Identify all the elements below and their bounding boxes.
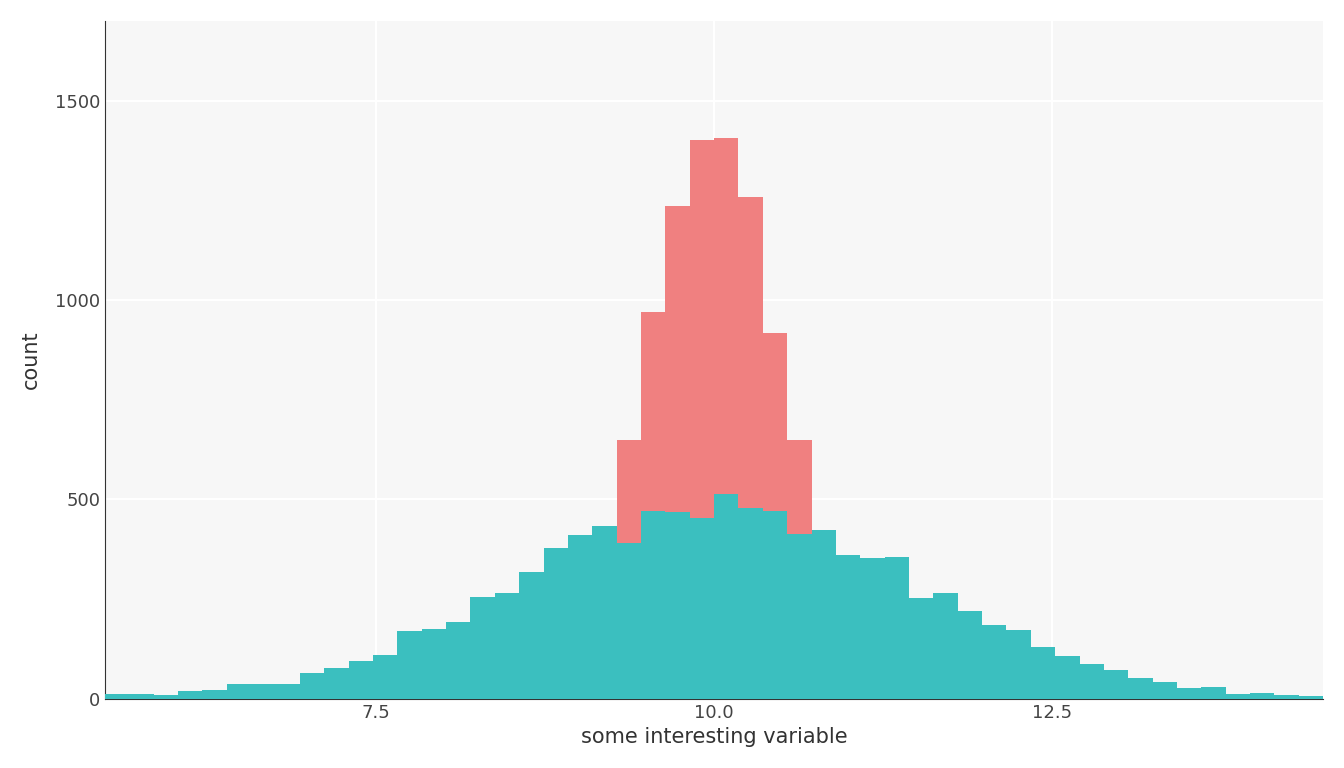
Bar xyxy=(812,531,836,699)
Bar xyxy=(203,690,227,699)
Bar xyxy=(617,440,641,699)
Bar xyxy=(884,682,909,699)
Bar xyxy=(689,518,714,699)
Y-axis label: count: count xyxy=(22,330,40,389)
Bar xyxy=(593,545,617,699)
Bar xyxy=(495,594,519,699)
Bar xyxy=(470,698,495,699)
Bar xyxy=(1055,656,1079,699)
Bar xyxy=(617,543,641,699)
Bar xyxy=(446,622,470,699)
Bar xyxy=(519,683,543,699)
Bar xyxy=(958,698,982,699)
Bar xyxy=(982,625,1007,699)
Bar xyxy=(1031,647,1055,699)
Bar xyxy=(958,611,982,699)
Bar xyxy=(324,668,348,699)
Bar xyxy=(860,664,884,699)
Bar xyxy=(495,692,519,699)
Bar xyxy=(543,548,569,699)
Bar xyxy=(763,333,788,699)
Bar xyxy=(812,539,836,699)
Bar xyxy=(129,694,153,699)
Bar xyxy=(738,197,763,699)
Bar xyxy=(836,554,860,699)
Bar xyxy=(153,695,177,699)
Bar xyxy=(860,558,884,699)
Bar xyxy=(763,511,788,699)
Bar xyxy=(177,690,203,699)
Bar xyxy=(836,616,860,699)
Bar xyxy=(1202,687,1226,699)
Bar xyxy=(1226,694,1250,699)
Bar xyxy=(641,511,665,699)
Bar xyxy=(569,535,593,699)
Bar xyxy=(714,494,738,699)
Bar xyxy=(933,593,958,699)
Bar xyxy=(543,665,569,699)
Bar xyxy=(300,673,324,699)
Bar xyxy=(689,140,714,699)
Bar xyxy=(276,684,300,699)
Bar xyxy=(1153,682,1177,699)
X-axis label: some interesting variable: some interesting variable xyxy=(581,727,847,747)
Bar xyxy=(593,526,617,699)
Bar xyxy=(1177,687,1202,699)
Bar xyxy=(1079,664,1103,699)
Bar xyxy=(1007,631,1031,699)
Bar xyxy=(422,628,446,699)
Bar xyxy=(909,691,933,699)
Bar xyxy=(470,597,495,699)
Bar xyxy=(933,697,958,699)
Bar xyxy=(665,511,689,699)
Bar xyxy=(665,206,689,699)
Bar xyxy=(105,694,129,699)
Bar xyxy=(519,572,543,699)
Bar xyxy=(1128,678,1153,699)
Bar xyxy=(909,598,933,699)
Bar xyxy=(788,534,812,699)
Bar xyxy=(398,631,422,699)
Bar xyxy=(738,508,763,699)
Bar xyxy=(348,661,374,699)
Bar xyxy=(251,684,276,699)
Bar xyxy=(714,137,738,699)
Bar xyxy=(569,611,593,699)
Bar xyxy=(641,312,665,699)
Bar xyxy=(446,697,470,699)
Bar xyxy=(1103,670,1128,699)
Bar xyxy=(1298,696,1322,699)
Bar xyxy=(227,684,251,699)
Bar xyxy=(884,558,909,699)
Bar xyxy=(1274,695,1298,699)
Bar xyxy=(1250,693,1274,699)
Bar xyxy=(788,440,812,699)
Bar xyxy=(374,655,398,699)
